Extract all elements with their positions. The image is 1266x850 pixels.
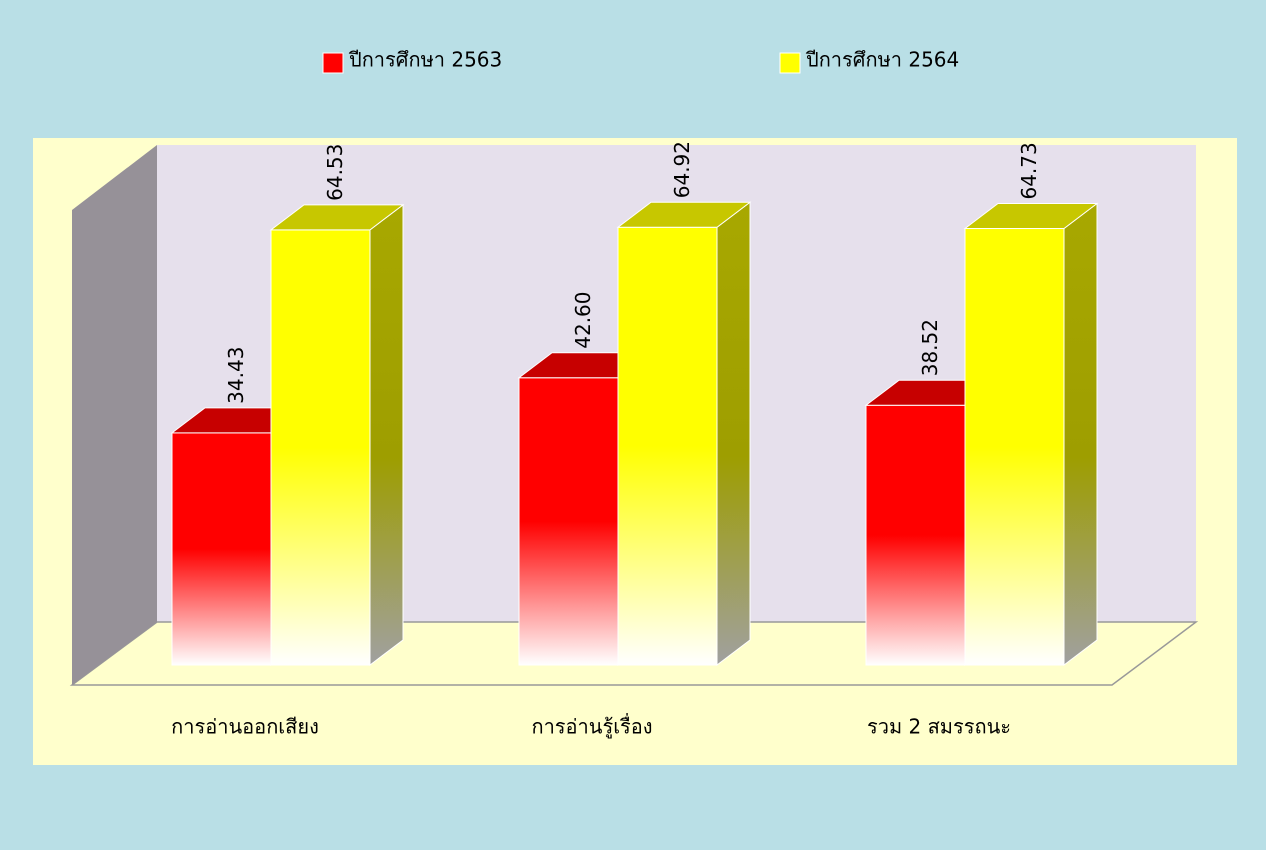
bar-side [1063,202,1098,667]
x-tick-label: การอ่านออกเสียง [171,715,319,739]
bar-top [269,204,405,231]
legend-label: ปีการศึกษา 2563 [349,48,503,72]
bar-3d [616,201,752,667]
side-wall [72,145,157,685]
bar-top [616,201,752,228]
bar [171,432,272,666]
data-label: 38.52 [918,319,942,376]
bars: การอ่านออกเสียง 34.43 64.53 การอ่านรู้เรื่อ… [170,141,1099,740]
bar-side [369,203,404,667]
data-label: 64.92 [670,141,694,198]
legend-label: ปีการศึกษา 2564 [806,48,960,72]
data-label: 64.73 [1017,142,1041,199]
legend: ปีการศึกษา 2563 ปีการศึกษา 2564 [322,48,960,74]
bar-3d [963,202,1099,667]
x-tick-label: การอ่านรู้เรื่อง [531,713,652,740]
bar [865,404,966,666]
data-label: 64.53 [323,144,347,201]
legend-swatch [779,52,801,74]
bar-3d [269,203,405,667]
data-label: 42.60 [571,291,595,348]
bar [964,228,1065,666]
bar [518,377,619,666]
bar [270,229,371,666]
bar-top [963,203,1099,230]
data-label: 34.43 [224,347,248,404]
bar [617,226,718,666]
x-tick-label: รวม 2 สมรรถนะ [867,715,1011,739]
bar-side [716,201,751,667]
legend-swatch [322,52,344,74]
